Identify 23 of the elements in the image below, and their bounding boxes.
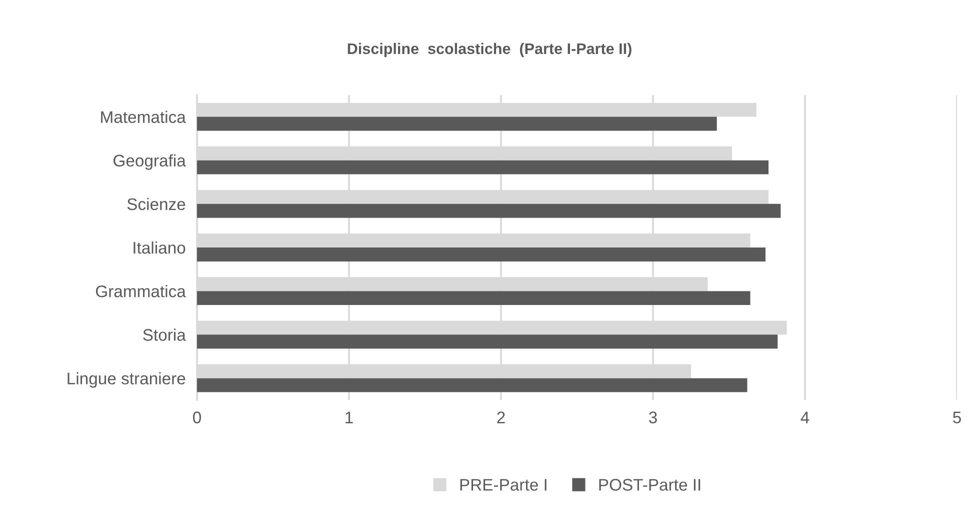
x-tick-label: 4 — [800, 412, 810, 424]
x-tick-label: 2 — [497, 412, 505, 424]
x-tick-label: 0 — [193, 412, 201, 424]
bar — [197, 116, 717, 131]
bar — [197, 248, 766, 262]
y-tick-label: Lingue straniere — [68, 372, 186, 388]
x-tick-label: 5 — [953, 412, 961, 424]
bar — [197, 334, 778, 349]
x-tick-label: 1 — [346, 412, 353, 424]
y-tick-label: Geografia — [114, 154, 186, 170]
x-tick-label: 3 — [649, 412, 657, 424]
y-tick-label: Italiano — [134, 241, 186, 254]
y-tick-label: Storia — [143, 328, 186, 341]
legend-label: POST-Parte II — [599, 478, 700, 491]
y-tick-label: Scienze — [127, 198, 186, 210]
bar — [197, 204, 781, 218]
bar — [197, 378, 748, 392]
chart-title: Discipline scolastiche (Parte I-Parte II) — [348, 42, 632, 58]
bar — [197, 160, 769, 174]
bar — [197, 291, 750, 306]
y-tick-label: Matematica — [101, 110, 186, 123]
legend-label: PRE-Parte I — [460, 479, 546, 491]
y-tick-label: Grammatica — [96, 285, 186, 298]
